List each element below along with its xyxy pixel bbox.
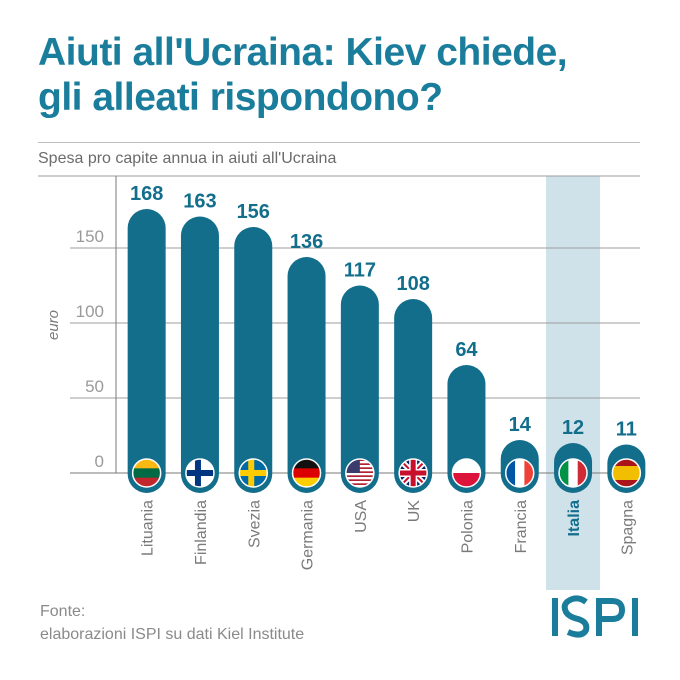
data-label-lituania: 168	[130, 183, 163, 205]
bar-germania	[287, 257, 326, 493]
usa-flag	[345, 459, 374, 487]
x-tick-label-svezia: Svezia	[246, 500, 263, 548]
bar-finlandia	[180, 216, 219, 493]
poland-flag-ring	[451, 458, 482, 488]
spain-flag-ring	[611, 458, 642, 488]
source-label: Fonte:	[40, 603, 86, 620]
data-label-polonia: 64	[455, 339, 478, 361]
data-label-finlandia: 163	[183, 191, 216, 213]
france-flag	[505, 459, 534, 487]
lithuania-flag-ring	[131, 458, 162, 488]
bar-chart: 0 50 100 150 euro 168 Lituania 163 Finlandia 156 S…	[38, 175, 646, 590]
x-tick-label-francia: Francia	[513, 500, 530, 553]
germany-flag	[292, 459, 321, 487]
sweden-flag-ring	[238, 458, 268, 488]
x-tick-label-uk: UK	[406, 500, 423, 523]
chart-subtitle: Spesa pro capite annua in aiuti all'Ucra…	[38, 150, 337, 167]
sweden-flag	[239, 459, 268, 487]
x-tick-label-finlandia: Finlandia	[193, 500, 210, 565]
y-tick-label-150: 150	[76, 227, 104, 246]
data-label-germania: 136	[290, 231, 323, 253]
usa-flag-ring	[345, 458, 375, 488]
france-flag-ring	[505, 458, 535, 488]
data-label-italia: 12	[562, 417, 584, 439]
finland-flag-ring	[185, 458, 215, 488]
data-label-spagna: 11	[616, 419, 637, 441]
ispi-logo	[552, 595, 638, 638]
x-tick-label-usa: USA	[353, 500, 370, 533]
italy-flag-ring	[558, 458, 588, 488]
uk-flag-ring	[398, 458, 428, 488]
source-text: elaborazioni ISPI su dati Kiel Institute	[40, 626, 305, 643]
uk-flag	[399, 459, 428, 487]
data-label-usa: 117	[344, 260, 376, 282]
highlight-column	[546, 176, 601, 590]
title-divider	[38, 142, 640, 143]
title-line-1: Aiuti all'Ucraina: Kiev chiede,	[38, 31, 568, 74]
italy-flag	[559, 459, 588, 487]
x-tick-label-polonia: Polonia	[459, 500, 476, 553]
data-label-uk: 108	[396, 273, 429, 295]
x-tick-label-spagna: Spagna	[619, 500, 636, 555]
spain-flag	[612, 459, 641, 487]
bar-usa	[340, 285, 379, 493]
germany-flag-ring	[291, 458, 322, 488]
source-note: Fonte: elaborazioni ISPI su dati Kiel In…	[40, 600, 304, 646]
y-tick-label-50: 50	[85, 377, 104, 396]
chart-title: Aiuti all'Ucraina: Kiev chiede, gli alle…	[38, 30, 658, 120]
bar-svezia	[234, 227, 273, 493]
lithuania-flag	[132, 459, 161, 487]
y-axis-label: euro	[45, 310, 62, 340]
y-tick-label-100: 100	[76, 302, 104, 321]
data-label-francia: 14	[509, 414, 532, 436]
finland-flag	[185, 459, 214, 487]
data-label-svezia: 156	[237, 201, 270, 223]
x-tick-label-lituania: Lituania	[140, 500, 157, 556]
bar-polonia	[447, 365, 486, 493]
title-line-2: gli alleati rispondono?	[38, 76, 443, 119]
poland-flag	[452, 459, 481, 487]
bar-uk	[394, 299, 433, 493]
x-tick-label-germania: Germania	[300, 500, 317, 570]
y-tick-label-0: 0	[95, 452, 104, 471]
x-tick-label-italia: Italia	[566, 500, 583, 537]
bar-lituania	[127, 209, 166, 493]
